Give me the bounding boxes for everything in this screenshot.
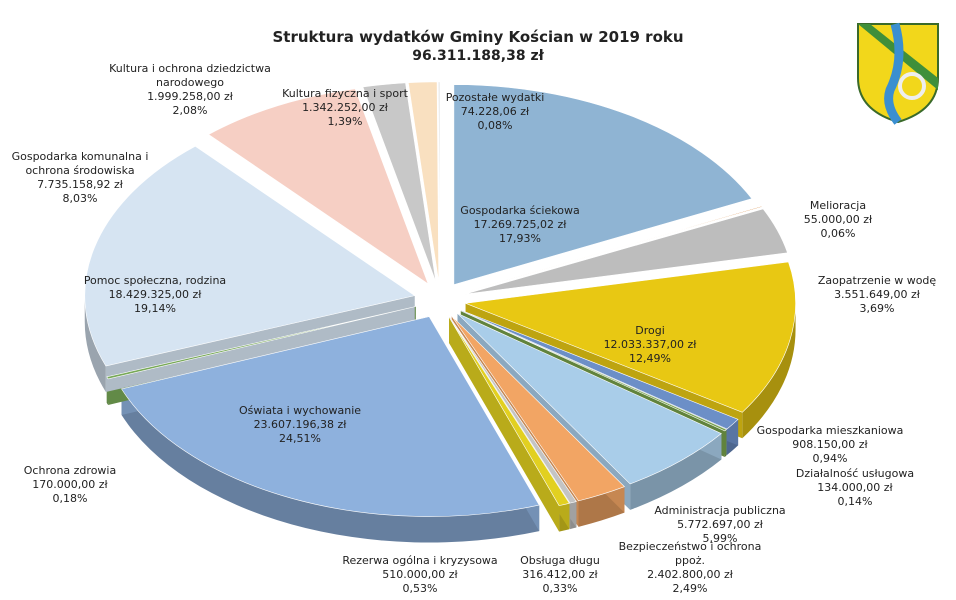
slice	[465, 261, 796, 413]
slice-label: Gospodarka komunalna i ochrona środowisk…	[0, 150, 165, 206]
slice-name: Pozostałe wydatki	[445, 91, 545, 104]
slice-amount: 908.150,00 zł	[792, 438, 868, 451]
slice-label: Drogi 12.033.337,00 zł 12,49%	[575, 324, 725, 366]
slice-label: Pomoc społeczna, rodzina 18.429.325,00 zł…	[60, 274, 250, 316]
slice-amount: 17.269.725,02 zł	[473, 218, 567, 231]
slice-name: Gospodarka ściekowa	[460, 204, 580, 217]
slice-name: Kultura i ochrona dziedzictwa narodowego	[109, 62, 271, 89]
slice-label: Pozostałe wydatki 74.228,06 zł 0,08%	[435, 91, 555, 133]
slice	[362, 82, 437, 283]
slice-tops	[84, 81, 796, 517]
slice-name: Oświata i wychowanie	[238, 404, 362, 417]
slice-percent: 8,03%	[62, 192, 98, 205]
slice-label: Ochrona zdrowia 170.000,00 zł 0,18%	[0, 464, 140, 506]
slice	[106, 306, 416, 380]
slice-amount: 316.412,00 zł	[522, 568, 598, 581]
slice-name: Działalność usługowa	[795, 467, 915, 480]
slice-percent: 3,69%	[859, 302, 895, 315]
slice-name: Gospodarka mieszkaniowa	[756, 424, 904, 437]
slice-percent: 0,94%	[812, 452, 848, 465]
slice-percent: 1,39%	[327, 115, 363, 128]
slice-side	[742, 303, 796, 439]
slice-percent: 2,08%	[172, 104, 208, 117]
slice-amount: 1.999.258,00 zł	[147, 90, 233, 103]
slice-label: Zaopatrzenie w wodę 3.551.649,00 zł 3,69%	[802, 274, 952, 316]
slice-label: Bezpieczeństwo i ochrona ppoż. 2.402.800,…	[610, 540, 770, 596]
slice-label: Melioracja 55.000,00 zł 0,06%	[778, 199, 898, 241]
slice-amount: 2.402.800,00 zł	[647, 568, 733, 581]
slice-percent: 12,49%	[629, 352, 671, 365]
slice-percent: 0,33%	[542, 582, 578, 595]
slice-name: Ochrona zdrowia	[23, 464, 117, 477]
slice-name: Zaopatrzenie w wodę	[817, 274, 937, 287]
slice-label: Gospodarka ściekowa 17.269.725,02 zł 17,93…	[435, 204, 605, 246]
slice-name: Drogi	[635, 324, 665, 337]
slice-amount: 134.000,00 zł	[817, 481, 893, 494]
slice-amount: 74.228,06 zł	[460, 105, 530, 118]
slice	[457, 313, 722, 485]
coat-of-arms	[857, 22, 939, 125]
slice	[448, 316, 570, 506]
slice-label: Gospodarka mieszkaniowa 908.150,00 zł 0,94…	[745, 424, 915, 466]
slice-name: Obsługa długu	[520, 554, 600, 567]
slice-label: Obsługa długu 316.412,00 zł 0,33%	[505, 554, 615, 596]
slice	[407, 81, 440, 282]
slice-name: Administracja publiczna	[654, 504, 786, 517]
slice	[208, 88, 429, 285]
slice	[121, 316, 540, 517]
slice	[460, 310, 728, 432]
slice-name: Kultura fizyczna i sport	[282, 87, 408, 100]
slice-percent: 0,18%	[52, 492, 88, 505]
chart-subtitle: 96.311.188,38 zł	[412, 48, 544, 64]
slice-cut	[105, 295, 415, 392]
slice	[461, 310, 739, 430]
slice-amount: 55.000,00 zł	[803, 213, 873, 226]
slice-amount: 23.607.196,38 zł	[253, 418, 347, 431]
slice-cut	[449, 317, 560, 532]
slice-label: Kultura i ochrona dziedzictwa narodowego…	[90, 62, 290, 118]
slice-name: Gospodarka komunalna i ochrona środowisk…	[11, 150, 149, 177]
chart-title: Struktura wydatków Gminy Kościan w 2019 …	[272, 28, 684, 46]
slice-side	[630, 433, 722, 510]
slice-percent: 19,14%	[134, 302, 176, 315]
slice-side	[84, 295, 106, 392]
slice-label: Rezerwa ogólna i kryzysowa 510.000,00 zł 0…	[325, 554, 515, 596]
slice-percent: 0,06%	[820, 227, 856, 240]
slice	[449, 316, 577, 504]
slice-amount: 7.735.158,92 zł	[37, 178, 123, 191]
slice-label: Administracja publiczna 5.772.697,00 zł 5,…	[635, 504, 805, 546]
slice-name: Pomoc społeczna, rodzina	[83, 274, 227, 287]
slice-name: Bezpieczeństwo i ochrona ppoż.	[618, 540, 762, 567]
slice-side	[121, 388, 540, 543]
slice-label: Oświata i wychowanie 23.607.196,38 zł 24,5…	[205, 404, 395, 446]
slice-percent: 0,53%	[402, 582, 438, 595]
slice	[451, 315, 625, 502]
slice-amount: 510.000,00 zł	[382, 568, 458, 581]
slice-amount: 5.772.697,00 zł	[677, 518, 763, 531]
slice-percent: 5,99%	[702, 532, 738, 545]
slice-label: Działalność usługowa 134.000,00 zł 0,14%	[775, 467, 935, 509]
slice	[84, 145, 416, 367]
slice-amount: 18.429.325,00 zł	[108, 288, 202, 301]
slice-percent: 0,08%	[477, 119, 513, 132]
slice-amount: 3.551.649,00 zł	[834, 288, 920, 301]
slice-name: Rezerwa ogólna i kryzysowa	[342, 554, 498, 567]
slice-label: Kultura fizyczna i sport 1.342.252,00 zł 1…	[275, 87, 415, 129]
slice	[453, 84, 753, 286]
slice-percent: 2,49%	[672, 582, 708, 595]
slice-percent: 17,93%	[499, 232, 541, 245]
slice-amount: 1.342.252,00 zł	[302, 101, 388, 114]
slice	[463, 205, 763, 293]
slice	[464, 208, 788, 295]
slice-amount: 170.000,00 zł	[32, 478, 108, 491]
slice-percent: 24,51%	[279, 432, 321, 445]
slice-amount: 12.033.337,00 zł	[603, 338, 697, 351]
slice	[437, 81, 441, 282]
slice-percent: 0,14%	[837, 495, 873, 508]
slice-name: Melioracja	[809, 199, 867, 212]
